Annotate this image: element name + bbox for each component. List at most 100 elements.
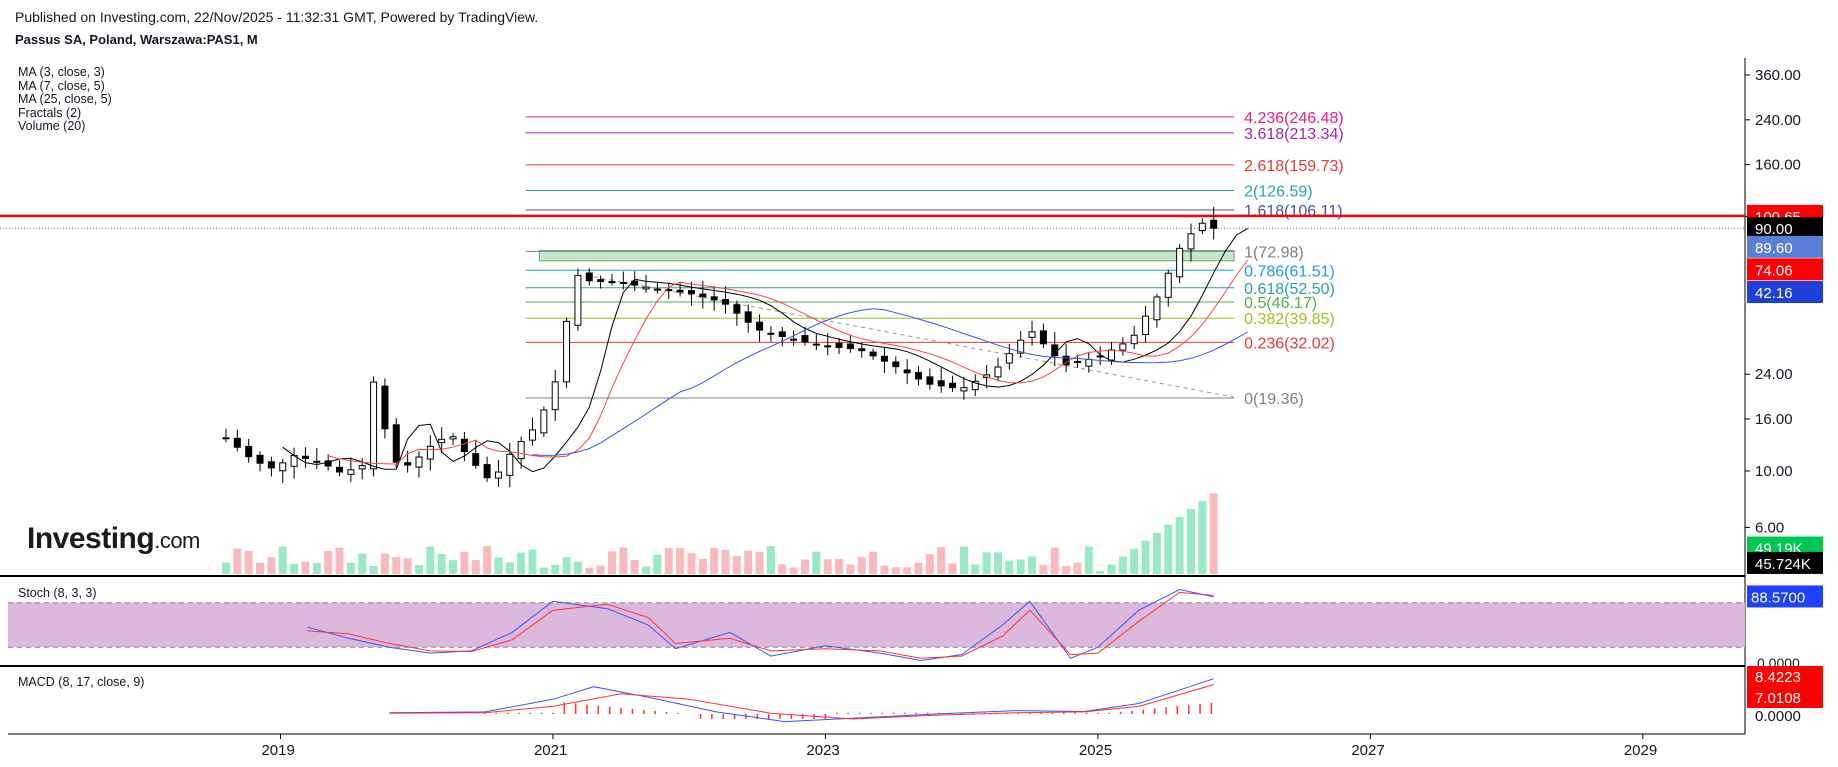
volume-bar xyxy=(982,552,991,574)
volume-bar xyxy=(551,564,560,574)
indicator-fractals[interactable]: Fractals (2) xyxy=(18,105,82,120)
candle-body xyxy=(642,286,650,290)
volume-bar xyxy=(573,561,582,574)
macd-tag-bg-0 xyxy=(1747,666,1823,687)
candle-body xyxy=(608,281,616,284)
volume-bar xyxy=(937,547,946,574)
candle-body xyxy=(551,381,559,411)
indicator-ma-7[interactable]: MA (7, close, 5) xyxy=(18,78,105,93)
candle-body xyxy=(506,453,514,476)
candle-body xyxy=(767,332,775,335)
candle-body xyxy=(1039,330,1047,345)
y-tick-label-5: 16.00 xyxy=(1755,411,1793,428)
volume-bar xyxy=(392,557,401,574)
candle-body xyxy=(460,438,468,453)
volume-bar xyxy=(1073,562,1082,574)
volume-bar xyxy=(1107,564,1116,574)
candle-body xyxy=(915,371,923,380)
volume-bar xyxy=(267,557,276,574)
stoch-label[interactable]: Stoch (8, 3, 3) xyxy=(18,586,97,600)
price-tag-label-6: 45.724K xyxy=(1755,556,1811,573)
price-tag-bg-6 xyxy=(1747,551,1823,574)
volume-bar xyxy=(642,566,651,574)
volume-bar xyxy=(721,549,730,574)
candle-body xyxy=(903,369,911,374)
candle-body xyxy=(1005,353,1013,364)
volume-bar xyxy=(483,546,492,574)
volume-bar xyxy=(346,562,355,574)
macd-tag-bg-1 xyxy=(1747,687,1823,708)
fib-level-label-2: 2.618(159.73) xyxy=(1244,158,1344,175)
fib-level-label-10: 0.236(32.02) xyxy=(1244,335,1335,352)
volume-bar xyxy=(755,552,764,574)
volume-bar xyxy=(335,547,344,574)
volume-bar xyxy=(1152,532,1161,574)
candle-body xyxy=(1108,349,1116,361)
stoch-series-1 xyxy=(307,591,1214,659)
stoch-band xyxy=(8,602,1745,648)
volume-bar xyxy=(846,564,855,574)
volume-bar xyxy=(676,548,685,574)
candle-body xyxy=(824,345,832,348)
volume-bar xyxy=(437,553,446,574)
volume-bar xyxy=(1028,556,1037,574)
trend-line xyxy=(593,276,1235,398)
stoch-value-tag xyxy=(1747,585,1823,608)
candle-body xyxy=(971,380,979,391)
volume-bar xyxy=(664,548,673,574)
candle-body xyxy=(835,342,843,348)
candle-body xyxy=(415,456,423,468)
published-info: Published on Investing.com, 22/Nov/2025 … xyxy=(15,9,539,25)
fib-level-label-1: 3.618(213.34) xyxy=(1244,126,1344,143)
indicator-ma-25[interactable]: MA (25, close, 5) xyxy=(18,92,112,106)
volume-bar xyxy=(607,551,616,574)
candle-body xyxy=(574,275,582,326)
candle-body xyxy=(710,296,718,301)
candle-body xyxy=(233,437,241,448)
candle-body xyxy=(1153,296,1161,321)
symbol-title: Passus SA, Poland, Warszawa:PAS1, M xyxy=(15,32,258,47)
volume-bar xyxy=(1164,524,1173,574)
price-tag-label-1: 90.00 xyxy=(1755,221,1793,238)
x-tick-label-1: 2021 xyxy=(534,742,567,759)
candle-body xyxy=(1164,272,1172,298)
macd-tick-0: 8.4223 xyxy=(1755,669,1801,686)
volume-bar xyxy=(869,551,878,574)
candle-body xyxy=(438,438,446,444)
volume-bar xyxy=(290,563,299,574)
indicator-volume[interactable]: Volume (20) xyxy=(18,119,86,133)
candle-body xyxy=(926,376,934,385)
candle-body xyxy=(1119,343,1127,351)
volume-bar xyxy=(449,560,458,574)
x-tick-label-4: 2027 xyxy=(1351,742,1384,759)
volume-bar xyxy=(256,562,265,574)
candle-body xyxy=(1028,331,1036,338)
volume-bar xyxy=(1198,501,1207,574)
candle-body xyxy=(1198,222,1206,232)
y-tick-label-7: 6.00 xyxy=(1755,519,1784,536)
volume-bar xyxy=(1209,493,1218,574)
candle-body xyxy=(529,429,537,441)
stoch-value-label: 88.5700 xyxy=(1751,589,1805,606)
volume-bar xyxy=(278,546,287,574)
volume-bar xyxy=(914,562,923,574)
volume-bar xyxy=(732,555,741,574)
volume-bar xyxy=(414,565,423,574)
volume-bar xyxy=(630,560,639,574)
volume-bar xyxy=(880,565,889,574)
indicator-ma-3[interactable]: MA (3, close, 3) xyxy=(18,65,105,79)
macd-label[interactable]: MACD (8, 17, close, 9) xyxy=(18,675,145,689)
volume-bar xyxy=(324,550,333,574)
fib-level-label-6: 0.786(61.51) xyxy=(1244,263,1335,280)
fib-level-label-5: 1(72.98) xyxy=(1244,244,1304,261)
candle-body xyxy=(790,338,798,341)
candle-body xyxy=(426,445,434,460)
price-tag-label-3: 74.06 xyxy=(1755,262,1793,279)
volume-bar xyxy=(301,561,310,574)
candle-body xyxy=(801,335,809,343)
volume-bar xyxy=(925,554,934,574)
candle-body xyxy=(869,351,877,357)
candle-body xyxy=(653,288,661,291)
volume-bar xyxy=(778,564,787,574)
